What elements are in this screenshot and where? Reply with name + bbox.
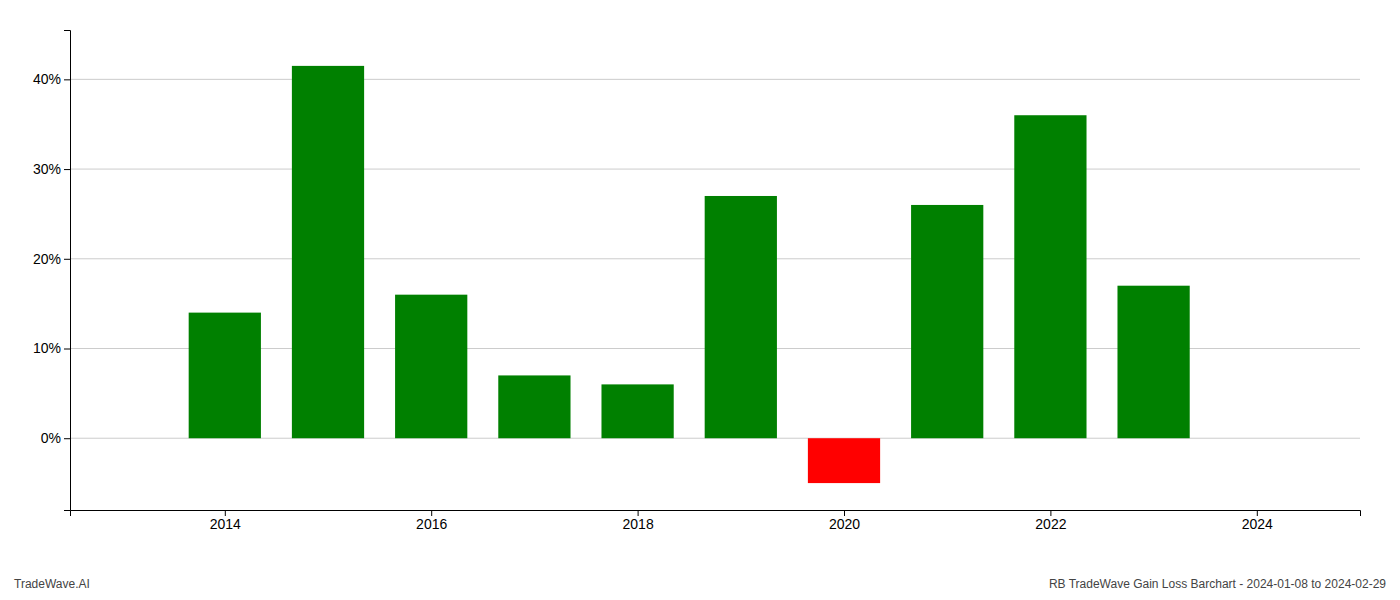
bars — [189, 66, 1190, 483]
tick-label: 10% — [33, 340, 61, 356]
axis-line — [64, 31, 71, 511]
tick: 2014 — [210, 510, 241, 532]
tick: 0% — [41, 430, 70, 446]
footer-text: TradeWave.AI — [14, 577, 90, 591]
tick-label: 2014 — [210, 516, 241, 532]
tick: 2020 — [829, 510, 860, 532]
tick-label: 30% — [33, 161, 61, 177]
tick-mark — [64, 169, 70, 170]
grid — [70, 79, 1360, 438]
tick-mark — [64, 259, 70, 260]
bar — [189, 313, 261, 439]
footer-text: RB TradeWave Gain Loss Barchart - 2024-0… — [1049, 577, 1386, 591]
bar — [705, 196, 777, 438]
grid-line — [70, 79, 1360, 80]
chart: 2014 2016 2018 2020 2022 2024 0% 10% 20% 30% 40% Tr… — [0, 0, 1400, 600]
tick-label: 2024 — [1242, 516, 1273, 532]
bar — [292, 66, 364, 438]
bar — [1117, 286, 1189, 439]
tick-label: 2020 — [829, 516, 860, 532]
tick-mark — [64, 349, 70, 350]
tick-mark — [64, 79, 70, 80]
tick: 30% — [33, 161, 70, 177]
bar — [1014, 115, 1086, 438]
tick-label: 0% — [41, 430, 61, 446]
y-axis: 0% 10% 20% 30% 40% — [33, 31, 71, 511]
bar — [808, 438, 880, 483]
tick-label: 2016 — [416, 516, 447, 532]
bar — [601, 384, 673, 438]
tick-label: 2018 — [623, 516, 654, 532]
bar — [498, 375, 570, 438]
tick: 40% — [33, 71, 70, 87]
tick: 20% — [33, 251, 70, 267]
tick: 2022 — [1035, 510, 1066, 532]
tick-label: 40% — [33, 71, 61, 87]
grid-line — [70, 169, 1360, 170]
tick-mark — [64, 438, 70, 439]
axis-line — [71, 511, 1361, 517]
plot: 2014 2016 2018 2020 2022 2024 0% 10% 20% 30% 40% — [33, 31, 1361, 532]
tick-label: 20% — [33, 251, 61, 267]
bar — [911, 205, 983, 438]
tick: 10% — [33, 340, 70, 356]
bar — [395, 295, 467, 439]
x-axis: 2014 2016 2018 2020 2022 2024 — [71, 510, 1361, 532]
tick: 2024 — [1242, 510, 1273, 532]
tick-label: 2022 — [1035, 516, 1066, 532]
tick: 2016 — [416, 510, 447, 532]
tick: 2018 — [623, 510, 654, 532]
